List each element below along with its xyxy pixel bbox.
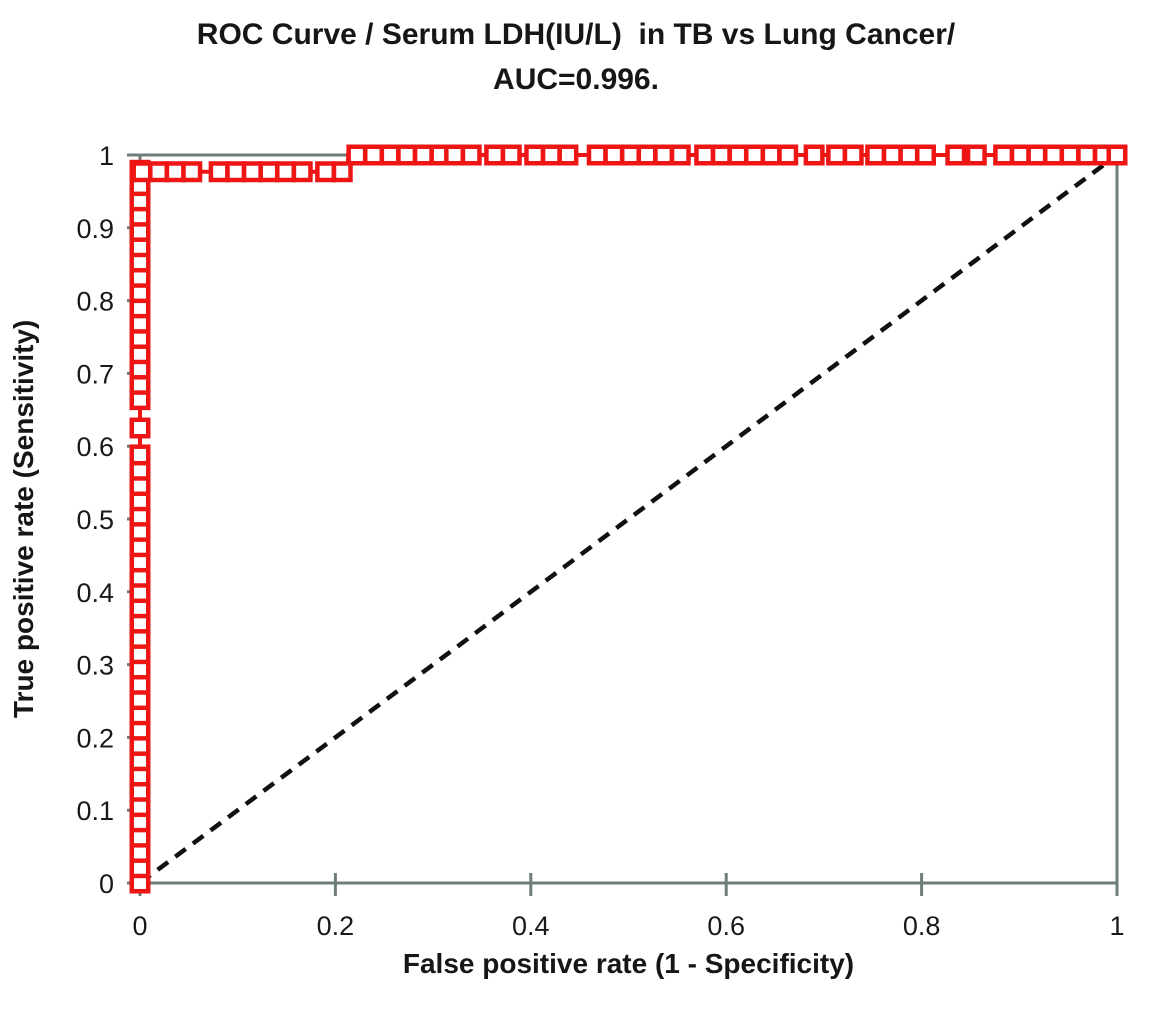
roc-data-point-marker (315, 161, 337, 183)
roc-data-point-marker (363, 144, 385, 166)
roc-data-point-marker (1059, 144, 1081, 166)
x-axis-tick-label: 0 (132, 911, 147, 941)
roc-data-point-marker (965, 144, 987, 166)
roc-data-point-marker (842, 144, 864, 166)
chart-title: ROC Curve / Serum LDH(IU/L) in TB vs Lun… (0, 12, 1152, 102)
roc-data-point-marker (636, 144, 658, 166)
roc-data-point-marker (129, 417, 151, 439)
roc-data-point-marker (826, 144, 848, 166)
chance-diagonal-line (138, 153, 1119, 885)
roc-data-point-marker (524, 144, 546, 166)
roc-data-point-marker (865, 144, 887, 166)
y-axis-tick-label: 0.8 (76, 287, 114, 317)
x-axis-tick-label: 0.2 (317, 911, 355, 941)
roc-data-point-marker (291, 161, 313, 183)
roc-data-point-marker (669, 144, 691, 166)
roc-data-point-marker (396, 144, 418, 166)
roc-data-point-marker (586, 144, 608, 166)
roc-data-point-marker (379, 144, 401, 166)
roc-data-point-marker (275, 161, 297, 183)
roc-data-point-marker (1076, 144, 1098, 166)
roc-data-point-marker (164, 161, 186, 183)
chart-title-line1: ROC Curve / Serum LDH(IU/L) in TB vs Lun… (196, 18, 956, 51)
y-axis-tick-label: 0.9 (76, 214, 114, 244)
roc-data-point-marker (1042, 144, 1064, 166)
roc-data-point-marker (710, 144, 732, 166)
y-axis-tick-label: 0.5 (76, 505, 114, 535)
roc-data-point-marker (727, 144, 749, 166)
x-axis-tick-label: 1 (1109, 911, 1124, 941)
roc-data-point-marker (208, 161, 230, 183)
roc-data-point-marker (131, 161, 153, 183)
roc-data-point-marker (557, 144, 579, 166)
y-axis-tick-label: 1 (99, 141, 114, 171)
y-axis-tick-label: 0.2 (76, 723, 114, 753)
roc-data-point-marker (777, 144, 799, 166)
roc-data-point-marker (993, 144, 1015, 166)
roc-data-point-marker (346, 144, 368, 166)
roc-data-point-marker (484, 144, 506, 166)
roc-data-point-marker (500, 144, 522, 166)
roc-data-point-marker (694, 144, 716, 166)
roc-data-point-marker (744, 144, 766, 166)
x-axis-tick-label: 0.8 (903, 911, 941, 941)
y-axis-tick-label: 0 (99, 869, 114, 899)
roc-data-point-marker (760, 144, 782, 166)
roc-data-point-marker (225, 161, 247, 183)
roc-data-point-marker (129, 444, 151, 466)
roc-data-point-marker (881, 144, 903, 166)
roc-data-point-marker (1009, 144, 1031, 166)
y-axis-tick-label: 0.3 (76, 651, 114, 681)
roc-data-point-marker (619, 144, 641, 166)
roc-data-point-marker (1026, 144, 1048, 166)
roc-data-point-marker (148, 161, 170, 183)
x-axis-title: False positive rate (1 - Specificity) (402, 948, 855, 979)
roc-data-point-marker (803, 144, 825, 166)
roc-data-point-marker (1106, 144, 1128, 166)
roc-data-point-marker (412, 144, 434, 166)
chart-title-line2: AUC=0.996. (493, 63, 659, 96)
roc-data-point-marker (181, 161, 203, 183)
y-axis-tick-label: 0.6 (76, 432, 114, 462)
roc-data-point-marker (241, 161, 263, 183)
roc-data-point-marker (331, 161, 353, 183)
roc-data-point-marker (444, 144, 466, 166)
roc-data-point-marker (653, 144, 675, 166)
y-axis-tick-label: 0.4 (76, 578, 114, 608)
roc-data-point-marker (915, 144, 937, 166)
roc-data-point-marker (258, 161, 280, 183)
roc-data-point-marker (898, 144, 920, 166)
roc-data-point-marker (603, 144, 625, 166)
roc-data-point-marker (460, 144, 482, 166)
x-axis-tick-label: 0.4 (512, 911, 550, 941)
roc-data-point-marker (945, 144, 967, 166)
x-axis-tick-label: 0.6 (707, 911, 745, 941)
y-axis-tick-label: 0.1 (76, 796, 114, 826)
y-axis-tick-label: 0.7 (76, 359, 114, 389)
roc-data-point-marker (540, 144, 562, 166)
